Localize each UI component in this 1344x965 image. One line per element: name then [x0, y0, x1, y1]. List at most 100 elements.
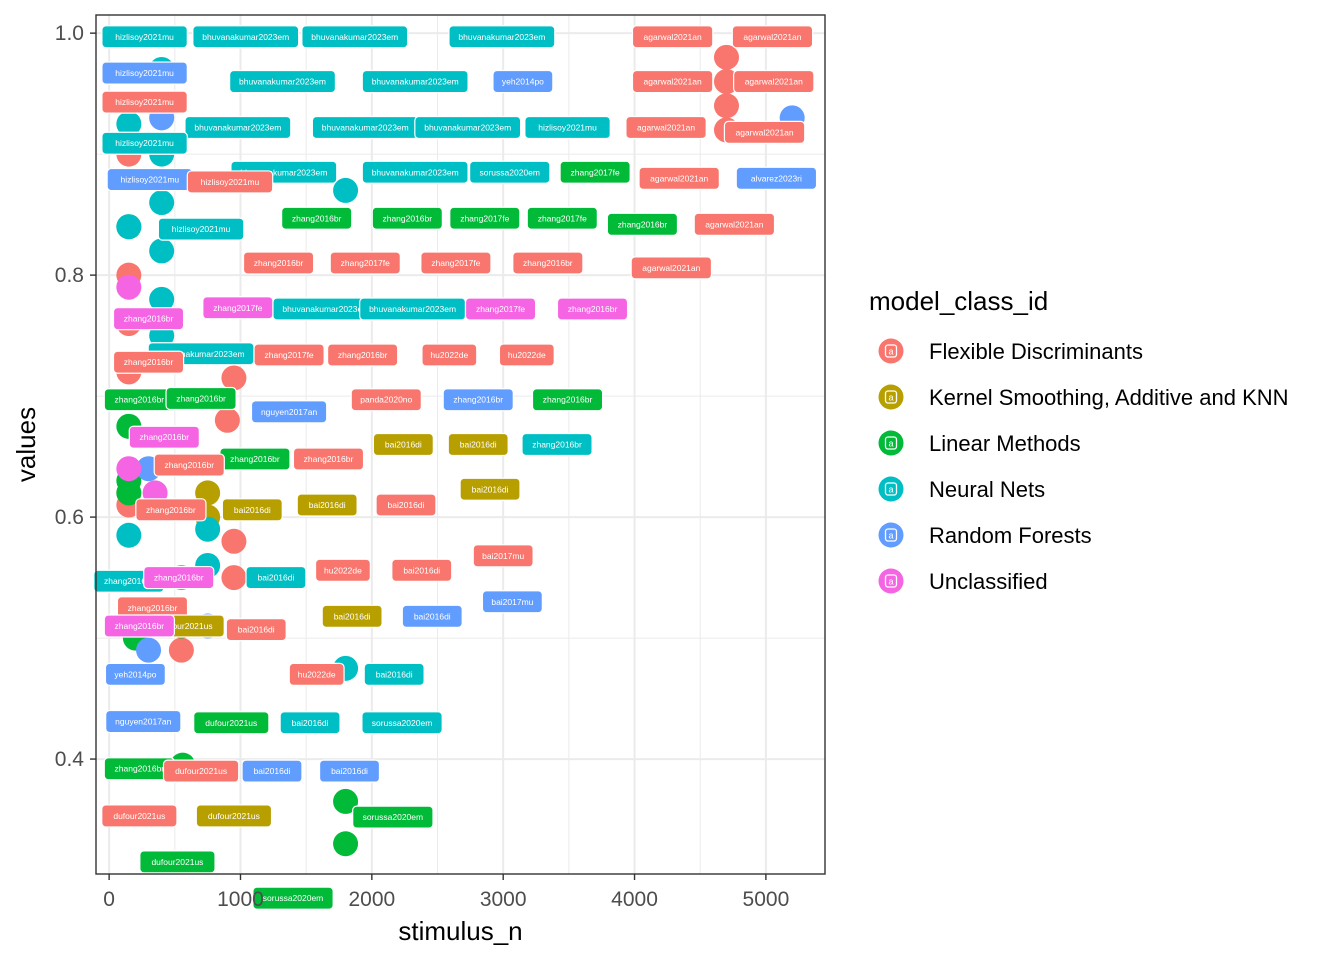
- legend-item: a Neural Nets: [878, 476, 1045, 502]
- point-label: bhuvanakumar2023em: [448, 25, 556, 49]
- point-label-text: bai2016di: [234, 505, 271, 515]
- point-label: zhang2017fe: [420, 251, 492, 275]
- point-label: zhang2016br: [135, 498, 207, 522]
- point-label: zhang2017fe: [329, 251, 401, 275]
- point-label-box: [301, 25, 409, 49]
- point-label: zhang2016br: [442, 388, 514, 412]
- point-label-box: [472, 544, 534, 568]
- point-label: zhang2016br: [143, 565, 215, 590]
- point-label-box: [279, 711, 341, 735]
- point-label-text: zhang2017fe: [265, 350, 314, 360]
- point-label-text: bai2016di: [309, 500, 346, 510]
- point-label: zhang2016br: [242, 251, 315, 275]
- point-label-box: [101, 25, 188, 49]
- point-label: nguyen2017an: [105, 709, 182, 734]
- point-label: sorussa2020em: [252, 886, 334, 910]
- y-tick-label: 0.6: [55, 506, 84, 529]
- point-label: hizlisoy2021mu: [101, 131, 188, 155]
- legend-item: a Linear Methods: [878, 430, 1081, 456]
- point-label-text: bai2016di: [238, 625, 275, 635]
- point-label: bai2016di: [245, 565, 307, 590]
- data-point: [713, 69, 739, 95]
- y-axis-title: values: [11, 407, 41, 482]
- point-label-text: zhang2017fe: [538, 213, 587, 223]
- point-label-text: zhang2016br: [382, 213, 432, 223]
- x-tick-label: 5000: [743, 888, 790, 911]
- point-label-box: [693, 212, 776, 236]
- data-point: [149, 238, 175, 264]
- point-label-text: bhuvanakumar2023em: [458, 32, 545, 42]
- point-label-text: yeh2014po: [114, 669, 156, 679]
- point-label-text: bhuvanakumar2023em: [202, 32, 289, 42]
- point-label-box: [481, 590, 543, 614]
- point-label-box: [157, 217, 245, 241]
- point-label-text: zhang2017fe: [476, 304, 525, 314]
- point-label-box: [221, 498, 283, 522]
- point-label: panda2020no: [350, 388, 422, 412]
- point-label-text: bhuvanakumar2023em: [194, 123, 281, 133]
- point-label: agarwal2021an: [733, 69, 815, 94]
- point-label-text: bhuvanakumar2023em: [311, 32, 398, 42]
- point-label-text: zhang2016br: [115, 395, 165, 405]
- data-point: [116, 456, 142, 482]
- point-label: zhang2016br: [292, 447, 365, 471]
- point-label-text: dufour2021us: [208, 811, 260, 821]
- point-label-text: zhang2017fe: [213, 303, 262, 313]
- point-label-box: [363, 662, 425, 686]
- legend-key-glyph: a: [888, 531, 893, 541]
- point-label-text: dufour2021us: [175, 766, 227, 776]
- data-point: [149, 190, 175, 216]
- point-label: bai2016di: [225, 618, 287, 642]
- point-label-box: [631, 69, 714, 94]
- point-label-box: [625, 115, 707, 140]
- point-label-text: zhang2016br: [453, 395, 503, 405]
- point-label-text: zhang2016br: [146, 505, 196, 515]
- point-label: bai2016di: [375, 493, 437, 517]
- legend-label: Neural Nets: [929, 477, 1045, 502]
- point-label: zhang2016br: [281, 206, 353, 230]
- point-label-text: zhang2016br: [543, 395, 593, 405]
- point-label-box: [524, 115, 611, 140]
- point-label-box: [733, 69, 815, 94]
- point-label: bhuvanakumar2023em: [361, 69, 469, 94]
- point-label-text: nguyen2017an: [115, 717, 172, 727]
- data-point: [116, 522, 142, 548]
- point-label: zhang2017fe: [202, 296, 274, 320]
- point-label-text: bai2016di: [385, 440, 422, 450]
- legend-key-box: [884, 344, 898, 358]
- point-label-box: [165, 386, 237, 411]
- point-label-box: [193, 711, 270, 735]
- point-label-text: bai2016di: [376, 669, 413, 679]
- data-point: [221, 528, 247, 554]
- legend-key-glyph: a: [888, 347, 893, 357]
- point-label: hizlisoy2021mu: [106, 167, 194, 192]
- point-label-box: [252, 886, 334, 910]
- point-label-text: bai2016di: [254, 766, 291, 776]
- point-label-box: [556, 297, 629, 321]
- point-label-box: [314, 558, 371, 582]
- point-label: bai2016di: [447, 432, 509, 457]
- point-label: bhuvanakumar2023em: [184, 115, 292, 140]
- point-label-box: [105, 709, 182, 734]
- point-label-box: [153, 453, 225, 477]
- point-label: zhang2016br: [521, 432, 593, 457]
- point-label-box: [512, 251, 584, 275]
- data-point: [333, 788, 359, 814]
- legend-key-circle: [878, 338, 904, 364]
- point-label-text: agarwal2021an: [644, 32, 702, 42]
- point-label-text: hizlisoy2021mu: [201, 177, 260, 187]
- point-label-box: [361, 69, 469, 94]
- data-point: [221, 565, 247, 591]
- point-label-text: bai2017mu: [491, 597, 533, 607]
- point-label-box: [135, 498, 207, 522]
- point-label-text: bai2016di: [292, 718, 329, 728]
- legend-key-glyph: a: [888, 485, 893, 495]
- data-point: [116, 214, 142, 240]
- point-label-box: [735, 166, 818, 190]
- point-label-box: [447, 432, 509, 457]
- point-label-text: bai2016di: [331, 766, 368, 776]
- x-tick-label: 0: [103, 888, 115, 911]
- point-label-box: [731, 25, 814, 49]
- point-label-text: bai2016di: [403, 565, 440, 575]
